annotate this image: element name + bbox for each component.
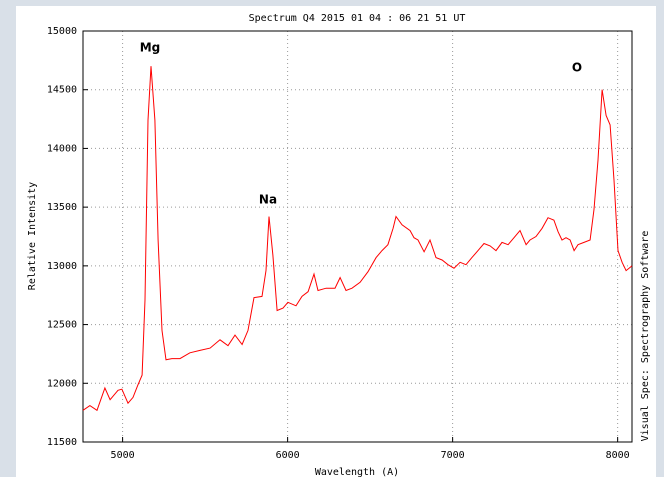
chart-title: Spectrum Q4 2015 01 04 : 06 21 51 UT [249,13,466,24]
peak-label: Na [259,193,277,207]
x-tick-label: 8000 [606,450,630,461]
plot-frame [82,30,633,443]
side-text: Visual Spec: Spectrography Software [640,231,651,442]
x-axis-label: Wavelength (A) [315,467,399,477]
x-tick-label: 7000 [441,450,465,461]
y-tick-label: 11500 [47,437,77,448]
y-tick-label: 13500 [47,202,77,213]
y-tick-label: 15000 [47,26,77,37]
x-tick-label: 6000 [276,450,300,461]
peak-label: Mg [140,41,161,55]
y-tick-label: 14500 [47,85,77,96]
y-tick-label: 12000 [47,378,77,389]
y-axis-label: Relative Intensity [27,182,38,290]
panel [16,6,656,477]
y-tick-label: 13000 [47,261,77,272]
peak-label: O [572,61,582,75]
spectrum-line [82,66,633,412]
y-tick-label: 14000 [47,143,77,154]
y-tick-label: 12500 [47,320,77,331]
x-tick-label: 5000 [111,450,135,461]
